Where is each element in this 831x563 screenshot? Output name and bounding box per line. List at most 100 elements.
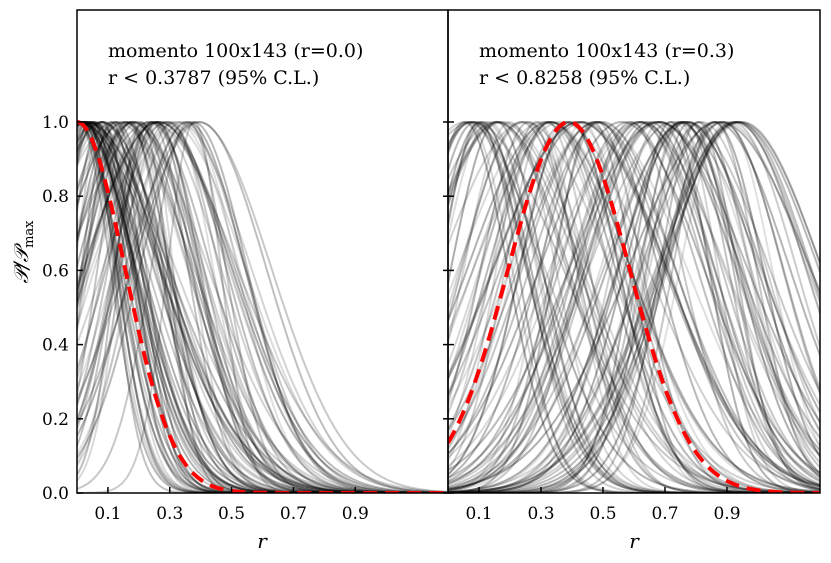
simulation-curve [77,120,448,493]
x-tick-label: 0.3 [156,504,183,524]
annotation-right-line2: r < 0.8258 (95% C.L.) [479,67,690,89]
simulation-curve [77,121,448,493]
simulation-curve [448,120,820,493]
simulation-curve [77,120,448,493]
simulation-curve [77,120,448,493]
simulation-curve [77,120,448,493]
curves-right [448,119,820,493]
simulation-curve [77,120,448,493]
simulation-curve [448,120,820,493]
simulation-curve [77,120,448,493]
simulation-curve [448,120,820,488]
simulation-curve [77,121,448,493]
y-axis-label-main: 𝒫/𝒫 [9,242,33,283]
simulation-curve [448,121,820,486]
simulation-curve [77,121,448,493]
simulation-curve [77,120,448,493]
simulation-curve [448,121,820,493]
simulation-curve [448,121,820,493]
simulation-curve [448,120,820,493]
y-tick-label: 0.6 [42,261,69,281]
simulation-curve [448,120,820,493]
simulation-curve [448,120,820,493]
simulation-curve [448,121,820,490]
simulation-curve [77,121,448,493]
annotation-left-line1: momento 100x143 (r=0.0) [108,40,363,62]
simulation-curve [448,120,820,493]
simulation-curve [77,121,448,493]
simulation-curve [77,121,448,493]
simulation-curve [77,120,448,493]
simulation-curve [448,120,820,493]
simulation-curve [77,120,448,493]
simulation-curve [77,121,448,493]
simulation-curve [77,120,448,493]
simulation-curve [448,121,820,493]
simulation-curve [77,120,448,493]
simulation-curve [448,120,820,486]
simulation-curve [448,120,820,493]
y-ticks-right [443,121,454,494]
annotation-left-line2: r < 0.3787 (95% C.L.) [108,67,319,89]
y-axis-label: 𝒫/𝒫max [9,220,37,284]
simulation-curve [448,121,820,491]
x-tick-label: 0.9 [713,504,740,524]
simulation-curve [77,120,448,493]
simulation-curve [448,120,820,493]
simulation-curve [448,120,820,493]
simulation-curve [448,120,820,493]
annotation-right-line1: momento 100x143 (r=0.3) [479,40,734,62]
y-tick-label: 0.0 [42,484,69,504]
simulation-curve [448,120,820,488]
x-ticks-left: 0.1 0.3 0.5 0.7 0.9 [94,487,369,524]
simulation-curve [448,120,820,493]
simulation-curve [77,120,448,493]
simulation-curve [77,120,448,493]
simulation-curve [77,121,448,493]
simulation-curve [77,120,448,493]
simulation-curve [448,121,820,493]
y-tick-label: 0.8 [42,187,69,207]
simulation-curve [448,120,820,493]
simulation-curve [77,121,448,493]
simulation-curve [448,121,820,493]
simulation-curve [448,121,820,472]
simulation-curve [448,120,820,491]
simulation-curve [77,121,448,493]
simulation-curve [448,120,820,474]
simulation-curve [448,120,820,492]
x-tick-label: 0.7 [280,504,307,524]
simulation-curve [448,120,820,493]
simulation-curve [77,121,448,493]
simulation-curve [77,121,448,493]
simulation-curve [77,121,448,493]
x-tick-label: 0.1 [465,504,492,524]
simulation-curve [77,120,448,493]
simulation-curve [77,120,448,493]
simulation-curve [77,120,448,493]
simulation-curve [77,121,448,493]
x-axis-label-left: r [257,529,268,553]
simulation-curve [448,120,820,489]
simulation-curve [448,120,820,493]
simulation-curve [77,120,448,493]
y-ticks-left: 0.0 0.2 0.4 0.6 0.8 1.0 [42,113,83,504]
simulation-curve [448,120,820,491]
simulation-curve [77,120,448,493]
y-axis-label-sub: max [22,220,37,248]
simulation-curve [448,120,820,488]
simulation-curve [77,121,448,493]
panel-left: 0.1 0.3 0.5 0.7 0.9 0.0 0.2 0.4 0.6 0.8 1.0 momen… [9,9,449,553]
y-tick-label: 0.4 [42,336,69,356]
x-tick-label: 0.9 [342,504,369,524]
simulation-curve [77,120,448,493]
simulation-curve [77,120,448,493]
simulation-curve [77,121,448,493]
simulation-curve [448,120,820,467]
simulation-curve [448,120,820,493]
simulation-curve [448,120,820,487]
simulation-curve [448,120,820,490]
simulation-curve [448,120,820,493]
simulation-curve [448,120,820,493]
simulation-curve [77,120,448,493]
